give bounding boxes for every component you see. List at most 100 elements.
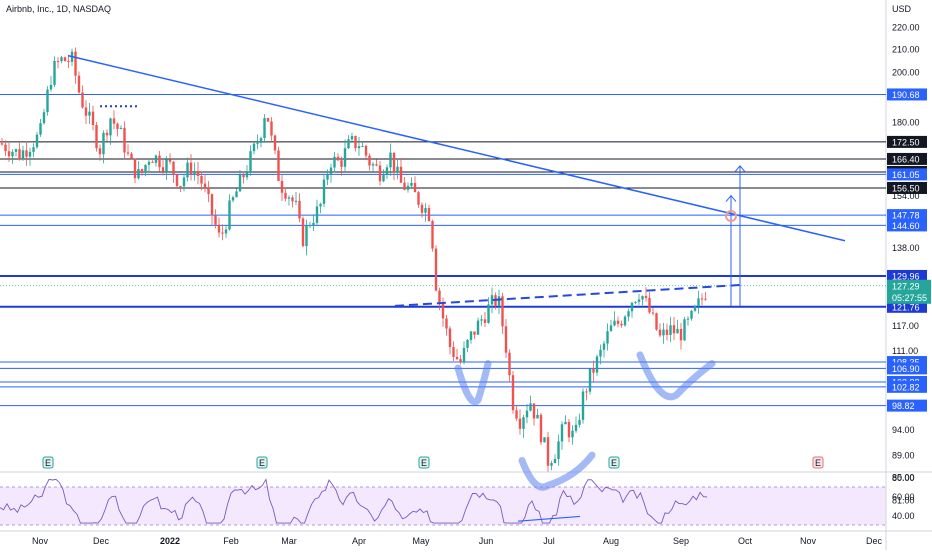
candle-body xyxy=(396,166,399,173)
earnings-marker[interactable] xyxy=(42,456,54,469)
time-tick-label[interactable]: Jul xyxy=(543,536,555,546)
last-price-badge xyxy=(887,279,931,304)
price-tick-label[interactable]: 111.00 xyxy=(892,346,918,356)
rsi-tick-label[interactable]: 40.00 xyxy=(892,511,915,521)
candle-body xyxy=(147,161,151,165)
time-tick-label[interactable]: Jun xyxy=(479,536,494,546)
candle-body xyxy=(25,150,28,157)
candle-body xyxy=(277,150,280,181)
candle-body xyxy=(14,149,18,152)
candle-body xyxy=(536,414,539,419)
candle-body xyxy=(525,410,529,418)
candle-body xyxy=(627,311,630,317)
rsi-tick-label[interactable]: 60.00 xyxy=(892,492,915,502)
time-tick-label[interactable]: Feb xyxy=(223,536,239,546)
time-tick-label[interactable]: Dec xyxy=(93,536,110,546)
candle-body xyxy=(189,162,193,175)
time-tick-label[interactable]: Sep xyxy=(673,536,689,546)
price-tick-label[interactable]: 210.00 xyxy=(892,44,920,54)
candle-body xyxy=(144,164,147,173)
time-tick-label[interactable]: Dec xyxy=(866,536,883,546)
price-tick-label[interactable]: 94.00 xyxy=(892,425,915,435)
candle-body xyxy=(648,297,651,313)
time-tick-label[interactable]: May xyxy=(412,536,430,546)
price-badge xyxy=(887,209,927,222)
time-tick-label[interactable]: Mar xyxy=(281,536,297,546)
candle-body xyxy=(420,204,424,213)
time-tick-label[interactable]: Apr xyxy=(352,536,366,546)
candle-body xyxy=(217,224,221,233)
symbol-title[interactable]: Airbnb, Inc., 1D, NASDAQ xyxy=(6,4,111,14)
price-tick-label[interactable]: 138.00 xyxy=(892,243,920,253)
time-tick-label[interactable]: 2022 xyxy=(160,536,180,546)
candle-body xyxy=(662,329,665,336)
candle-body xyxy=(389,152,392,168)
candle-body xyxy=(469,331,473,340)
time-tick-label[interactable]: Oct xyxy=(738,536,753,546)
candle-body xyxy=(284,192,287,199)
price-tick-label[interactable]: 117.00 xyxy=(892,321,919,331)
candle-body xyxy=(672,325,676,334)
candle-body xyxy=(410,182,413,186)
candle-body xyxy=(207,187,210,195)
candle-body xyxy=(637,299,641,302)
price-axis[interactable]: 220.00 210.00 200.00 180.00 154.00 138.00 117.… xyxy=(892,22,920,505)
candle-body xyxy=(249,151,252,173)
candle-body xyxy=(476,320,480,335)
time-tick-label[interactable]: Aug xyxy=(603,536,619,546)
time-axis[interactable]: Nov Dec 2022 Feb Mar Apr May Jun Jul Aug Sep Oct Nov… xyxy=(32,536,883,546)
candle-body xyxy=(546,437,550,466)
earnings-marker[interactable] xyxy=(256,456,268,469)
candle-body xyxy=(119,127,123,129)
price-tick-label[interactable]: 200.00 xyxy=(892,67,920,77)
rsi-axis[interactable]: 80.00 60.00 40.00 xyxy=(892,473,915,521)
rsi-tick-label[interactable]: 80.00 xyxy=(892,473,915,483)
rsi-line xyxy=(0,478,708,524)
price-tick-label[interactable]: 154.00 xyxy=(892,191,920,201)
candle-body xyxy=(200,175,203,184)
price-tick-label[interactable]: 89.00 xyxy=(892,451,915,461)
price-tick-label[interactable]: 180.00 xyxy=(892,117,920,127)
currency-label[interactable]: USD xyxy=(892,4,912,14)
price-badge-label: 102.82 xyxy=(892,382,920,392)
left-shoulder-mark xyxy=(454,360,492,406)
rsi-divergence-line xyxy=(517,515,581,522)
price-badge-label: 129.96 xyxy=(892,271,920,281)
price-badge-label: 144.60 xyxy=(892,221,920,231)
candle-body xyxy=(399,166,403,183)
price-badge-label: 147.78 xyxy=(892,211,920,221)
earnings-marker[interactable] xyxy=(812,456,824,469)
time-tick-label[interactable]: Nov xyxy=(32,536,49,546)
candle-body xyxy=(686,318,690,320)
price-tick-label[interactable]: 81.00 xyxy=(892,495,915,505)
candle-body xyxy=(130,153,133,159)
candle-body xyxy=(263,118,266,139)
candle-body xyxy=(539,414,543,443)
earnings-marker[interactable] xyxy=(418,456,430,469)
candle-body xyxy=(697,298,700,307)
candle-body xyxy=(102,132,105,155)
earnings-marker[interactable] xyxy=(608,456,620,469)
candle-body xyxy=(382,175,385,182)
candle-body xyxy=(413,182,417,193)
candle-body xyxy=(588,368,592,392)
candle-body xyxy=(543,437,546,443)
earnings-marker-label: E xyxy=(45,458,51,468)
candle-body xyxy=(655,313,658,330)
candle-body xyxy=(98,148,102,155)
candle-body xyxy=(585,391,588,393)
price-tick-label[interactable]: 85.00 xyxy=(892,472,915,482)
horizontal-levels xyxy=(0,93,886,407)
candle-body xyxy=(231,197,235,201)
candle-body xyxy=(74,51,77,76)
main-pane[interactable] xyxy=(0,0,886,472)
head-mark xyxy=(518,451,596,491)
price-tick-label[interactable]: 220.00 xyxy=(892,22,920,32)
time-tick-label[interactable]: Nov xyxy=(800,536,817,546)
candle-body xyxy=(301,218,305,247)
price-badge xyxy=(887,152,927,165)
candle-body xyxy=(287,197,291,199)
target-marker xyxy=(725,210,737,223)
